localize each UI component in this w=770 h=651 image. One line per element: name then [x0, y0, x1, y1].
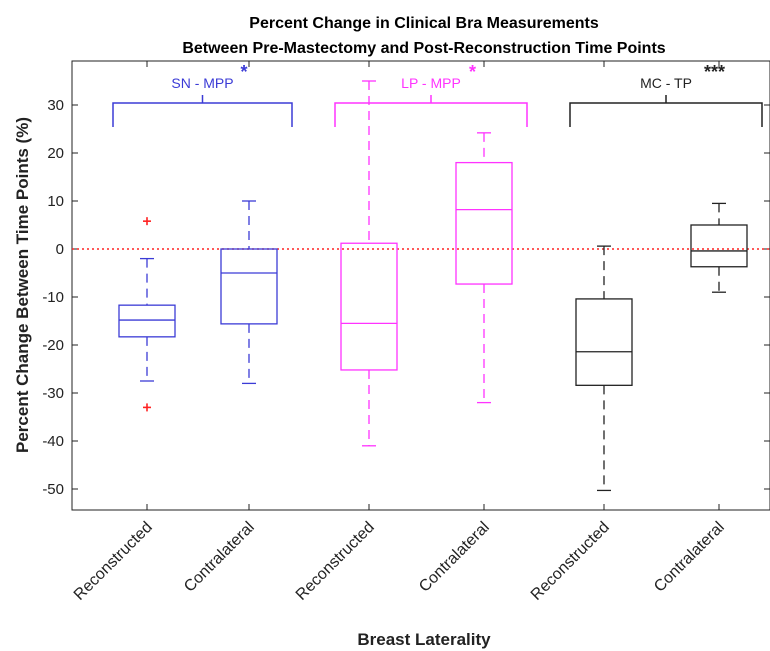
y-axis-label: Percent Change Between Time Points (%) — [13, 117, 32, 453]
chart-title-line-1: Percent Change in Clinical Bra Measureme… — [249, 15, 599, 32]
significance-bracket — [112, 95, 293, 127]
box — [340, 80, 398, 447]
significance-stars: * — [241, 62, 248, 82]
y-tick-label: 30 — [47, 97, 64, 114]
box-group: MC - TP *** — [569, 62, 763, 492]
significance-stars: *** — [704, 62, 725, 82]
group-annotation: MC - TP — [640, 75, 692, 91]
iqr-box — [690, 224, 748, 268]
x-tick-label: Contralateral — [416, 519, 493, 596]
y-tick-label: -40 — [42, 433, 64, 450]
box — [455, 132, 513, 404]
x-tick-label: Reconstructed — [528, 519, 613, 604]
y-tick-label: -20 — [42, 337, 64, 354]
y-tick-label: 0 — [56, 241, 64, 258]
x-tick-label: Contralateral — [181, 519, 258, 596]
box — [220, 200, 278, 385]
box-group: SN - MPP * — [112, 62, 293, 412]
plot-area — [71, 60, 770, 511]
group-annotation: LP - MPP — [401, 75, 461, 91]
box-groups: SN - MPP * LP - MPP * MC - TP *** — [72, 62, 770, 492]
x-tick-label: Reconstructed — [293, 519, 378, 604]
chart-title-line-2: Between Pre-Mastectomy and Post-Reconstr… — [182, 40, 665, 57]
y-tick-label: 10 — [47, 193, 64, 210]
iqr-box — [118, 304, 176, 338]
group-annotation: SN - MPP — [171, 75, 233, 91]
iqr-box — [220, 248, 278, 325]
significance-bracket — [569, 95, 763, 127]
y-tick-label: 20 — [47, 145, 64, 162]
significance-stars: * — [469, 62, 476, 82]
significance-bracket — [334, 95, 528, 127]
box — [690, 202, 748, 293]
box — [575, 245, 633, 492]
box-group: LP - MPP * — [334, 62, 528, 447]
x-tick-label: Reconstructed — [71, 519, 156, 604]
box — [118, 217, 176, 412]
x-tick-label: Contralateral — [651, 519, 728, 596]
x-axis-label: Breast Laterality — [357, 630, 491, 649]
y-tick-label: -30 — [42, 385, 64, 402]
y-tick-label: -50 — [42, 481, 64, 498]
iqr-box — [455, 161, 513, 285]
iqr-box — [575, 298, 633, 386]
y-tick-label: -10 — [42, 289, 64, 306]
iqr-box — [340, 242, 398, 371]
